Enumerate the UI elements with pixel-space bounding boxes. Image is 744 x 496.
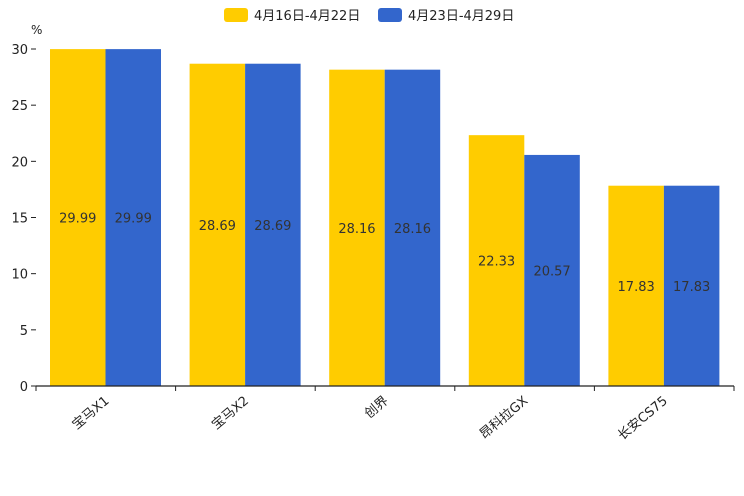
x-tick-label: 宝马X1 [70,394,113,433]
y-tick-label: 20 [11,155,28,170]
bar [105,49,161,386]
x-tick-label: 昂科拉GX [477,394,531,443]
x-tick-label: 宝马X2 [209,394,252,433]
y-tick-label: 30 [11,43,28,58]
legend-swatch [224,8,248,22]
bar [329,69,385,386]
bar [468,135,525,386]
bar [608,185,664,386]
legend-swatch [378,8,402,22]
y-axis-unit: % [31,23,42,37]
legend: 4月16日-4月22日 4月23日-4月29日 [224,8,514,24]
x-tick-label: 长安CS75 [615,394,671,444]
y-tick-label: 0 [20,380,28,395]
bar [50,49,106,386]
y-tick-label: 10 [11,268,28,283]
bar [663,185,720,386]
legend-label: 4月16日-4月22日 [254,9,360,24]
x-axis: 宝马X1 宝马X2 创界 昂科拉GX 长安CS75 [35,385,735,444]
y-axis: 0 5 10 15 20 25 30 [11,43,36,395]
y-tick-label: 15 [11,212,28,227]
data-label: 17.83 [673,280,710,295]
legend-label: 4月23日-4月29日 [408,9,514,24]
bar [245,63,301,386]
data-label: 22.33 [478,255,515,270]
bar [524,154,580,386]
data-label: 20.57 [533,264,570,279]
data-label: 29.99 [115,212,152,227]
bar [384,69,441,386]
data-label: 28.16 [394,222,431,237]
data-label: 28.69 [199,219,236,234]
bars: 29.99 29.99 28.69 28.69 28.16 28.16 22.33 20.57… [50,49,720,386]
bar [189,63,246,386]
data-label: 29.99 [59,212,96,227]
data-label: 28.16 [338,222,375,237]
data-label: 17.83 [618,280,655,295]
x-tick-label: 创界 [362,394,392,422]
y-tick-label: 25 [11,99,28,114]
y-tick-label: 5 [20,324,28,339]
data-label: 28.69 [254,219,291,234]
